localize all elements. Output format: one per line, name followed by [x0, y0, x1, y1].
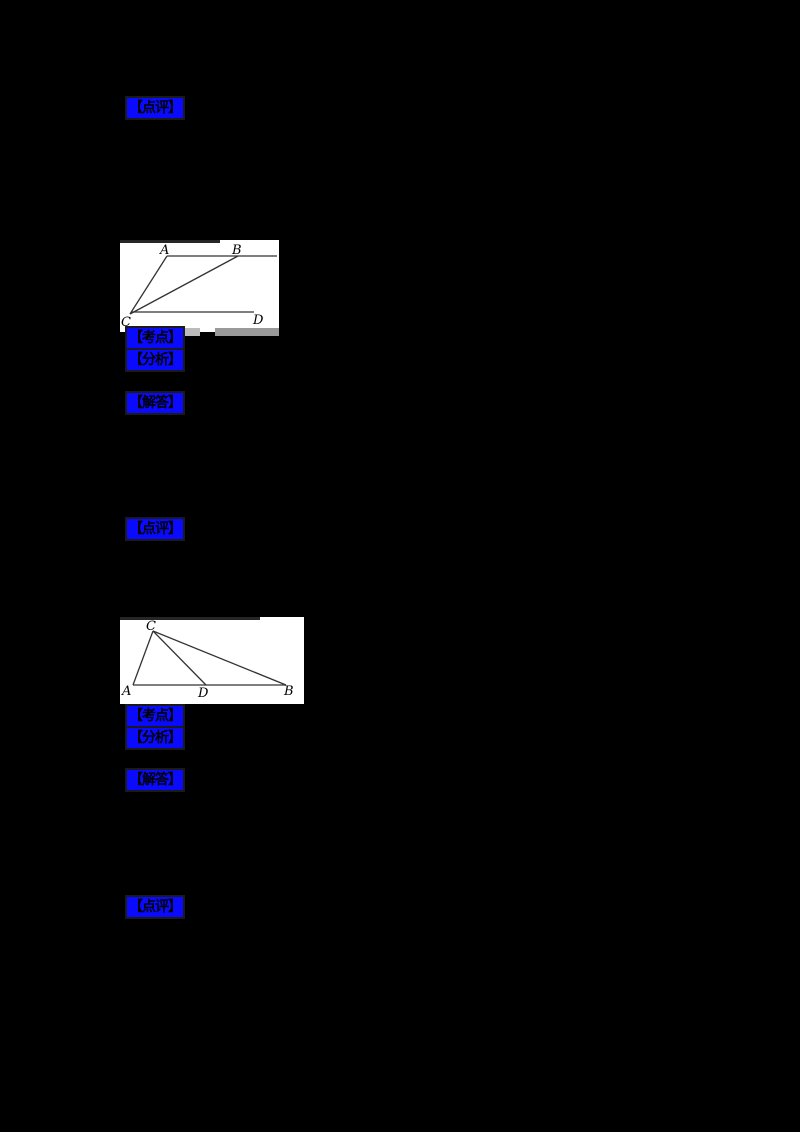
topic-label-2: 【考点】 — [127, 706, 183, 726]
analysis-label-2: 【分析】 — [127, 728, 183, 748]
geometry-figure-triangle: C A D B — [120, 617, 304, 704]
topic-label-1: 【考点】 — [127, 328, 183, 348]
figure-2-diagram: C A D B — [121, 619, 294, 701]
point-label-d: D — [197, 686, 209, 701]
figure-2-top-artifact — [120, 617, 260, 620]
figure-1-diagram: A B C D — [121, 243, 277, 330]
point-label-a: A — [121, 684, 131, 699]
figure-1-top-artifact — [120, 240, 220, 243]
solution-label-1: 【解答】 — [127, 393, 183, 413]
comment-label-3: 【点评】 — [127, 897, 183, 917]
figure-1-caption-strip — [185, 328, 200, 336]
point-label-c: C — [146, 619, 156, 634]
comment-label-1: 【点评】 — [127, 98, 183, 118]
point-label-d: D — [252, 313, 264, 328]
figure-1-caption-strip-2 — [215, 328, 279, 336]
point-label-a: A — [159, 243, 169, 258]
comment-label-2: 【点评】 — [127, 519, 183, 539]
point-label-b: B — [231, 243, 242, 258]
analysis-label-1: 【分析】 — [127, 350, 183, 370]
solution-label-2: 【解答】 — [127, 770, 183, 790]
point-label-b: B — [283, 684, 294, 699]
point-label-c: C — [121, 315, 131, 330]
geometry-figure-parallel-lines: A B C D — [120, 240, 279, 332]
